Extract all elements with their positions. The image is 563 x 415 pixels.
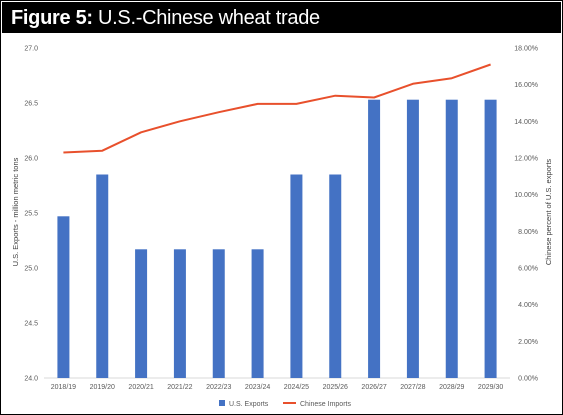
right-tick-label: 16.00% — [514, 82, 538, 89]
x-tick-label: 2024/25 — [284, 384, 309, 391]
bar-us-exports — [406, 99, 419, 378]
bar-us-exports — [212, 249, 225, 378]
x-tick-label: 2023/24 — [245, 384, 270, 391]
bar-us-exports — [290, 174, 303, 378]
figure-title: Figure 5: U.S.-Chinese wheat trade — [11, 6, 320, 30]
left-tick-label: 27.0 — [24, 46, 38, 53]
left-tick-label: 24.5 — [24, 321, 38, 328]
left-tick-label: 25.0 — [24, 266, 38, 273]
legend-label-us-exports: U.S. Exports — [229, 401, 269, 408]
bar-us-exports — [329, 174, 342, 378]
line-series — [63, 63, 491, 154]
right-tick-label: 6.00% — [518, 266, 538, 273]
figure-title-prefix: Figure 5: — [11, 7, 93, 29]
x-tick-label: 2027/28 — [400, 384, 425, 391]
right-axis: 0.00% 2.00% 4.00% 6.00% 8.00% 10.00% 12.00% 14.… — [514, 46, 538, 383]
legend: U.S. Exports Chinese Imports — [219, 400, 351, 408]
legend-swatch-us-exports — [219, 400, 225, 406]
x-tick-label: 2025/26 — [323, 384, 348, 391]
right-tick-label: 0.00% — [518, 376, 538, 383]
x-tick-label: 2026/27 — [361, 384, 386, 391]
right-tick-label: 18.00% — [514, 46, 538, 53]
y-axis-title: U.S. Exports - million metric tons — [11, 157, 20, 266]
left-axis: 24.0 24.5 25.0 25.5 26.0 26.5 27.0 — [24, 46, 38, 383]
x-tick-label: 2018/19 — [51, 384, 76, 391]
bar-us-exports — [484, 99, 497, 378]
bars — [57, 99, 497, 378]
bar-us-exports — [96, 174, 109, 378]
x-axis-labels: 2018/19 2019/20 2020/21 2021/22 2022/23 2023/… — [51, 384, 504, 391]
legend-label-chinese-imports: Chinese Imports — [300, 401, 351, 408]
y2-axis-title: Chinese percent of U.S. exports — [544, 159, 553, 266]
right-tick-label: 8.00% — [518, 229, 538, 236]
figure-header: Figure 5: U.S.-Chinese wheat trade — [2, 2, 561, 33]
x-tick-label: 2019/20 — [90, 384, 115, 391]
bar-us-exports — [251, 249, 264, 378]
right-tick-label: 10.00% — [514, 192, 538, 199]
right-tick-label: 12.00% — [514, 156, 538, 163]
x-tick-label: 2029/30 — [478, 384, 503, 391]
x-tick-label: 2021/22 — [167, 384, 192, 391]
right-tick-label: 4.00% — [518, 302, 538, 309]
x-tick-label: 2020/21 — [128, 384, 153, 391]
bar-us-exports — [57, 216, 70, 378]
x-tick-label: 2022/23 — [206, 384, 231, 391]
x-tick-label: 2028/29 — [439, 384, 464, 391]
bar-us-exports — [445, 99, 458, 378]
right-tick-label: 2.00% — [518, 339, 538, 346]
line-chinese-imports — [63, 63, 491, 154]
right-tick-label: 14.00% — [514, 119, 538, 126]
figure-title-text: U.S.-Chinese wheat trade — [98, 7, 320, 29]
bar-us-exports — [368, 99, 381, 378]
left-tick-label: 24.0 — [24, 376, 38, 383]
bar-us-exports — [135, 249, 148, 378]
left-tick-label: 26.0 — [24, 156, 38, 163]
left-tick-label: 25.5 — [24, 211, 38, 218]
bar-us-exports — [173, 249, 186, 378]
left-tick-label: 26.5 — [24, 101, 38, 108]
